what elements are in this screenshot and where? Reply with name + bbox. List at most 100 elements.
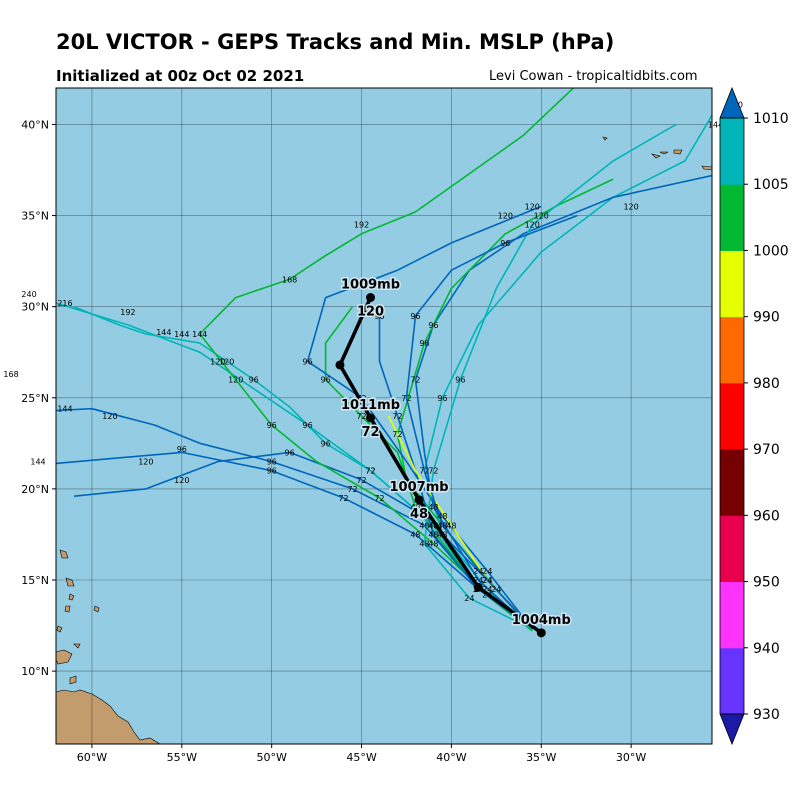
lon-tick-label: 55°W <box>167 751 197 764</box>
forecast-hour-label: 120 <box>525 221 540 230</box>
lat-tick-label: 20°N <box>21 483 49 496</box>
forecast-hour-label: 240 <box>21 290 36 299</box>
forecast-hour-label: 144 <box>57 405 72 414</box>
map-frame <box>55 87 713 745</box>
forecast-hour-label: 72 <box>374 494 384 503</box>
barbados-island <box>56 625 63 633</box>
forecast-hour-label: 72 <box>356 412 366 421</box>
ocean-background <box>56 88 712 744</box>
colorbar-tick-label: 1005 <box>753 177 789 193</box>
lat-tick-label: 35°N <box>21 210 49 223</box>
lat-tick-label: 25°N <box>21 392 49 405</box>
forecast-hour-label: 72 <box>338 494 348 503</box>
mean-pressure-label: 1011mb <box>341 398 400 413</box>
forecast-hour-label: 48 <box>437 521 447 530</box>
azores-island-3 <box>602 136 608 141</box>
azores-island-1 <box>651 153 661 159</box>
mean-track-point <box>366 413 376 423</box>
forecast-hour-label: 96 <box>428 321 438 330</box>
forecast-hour-label: 144 <box>708 120 723 129</box>
forecast-hour-label: 72 <box>392 430 402 439</box>
island-arc-4 <box>64 605 71 613</box>
chart-title: 20L VICTOR - GEPS Tracks and Min. MSLP (… <box>56 30 615 54</box>
forecast-hour-label: 192 <box>354 221 369 230</box>
forecast-hour-label: 72 <box>365 467 375 476</box>
forecast-hour-label: 72 <box>410 376 420 385</box>
forecast-hour-label: 120 <box>623 202 638 211</box>
forecast-hour-label: 48 <box>428 503 438 512</box>
forecast-hour-label: 96 <box>303 421 313 430</box>
lat-tick-label: 40°N <box>21 118 49 131</box>
forecast-hour-label: 96 <box>455 376 465 385</box>
forecast-hour-label: 24 <box>473 576 483 585</box>
colorbar-segment <box>720 316 744 384</box>
forecast-hour-label: 144 <box>30 458 45 467</box>
credit-text: Levi Cowan - tropicaltidbits.com <box>489 69 698 84</box>
forecast-hour-label: 96 <box>437 394 447 403</box>
forecast-hour-label: 48 <box>410 503 420 512</box>
forecast-hour-label: 120 <box>102 412 117 421</box>
forecast-hour-label: 48 <box>419 521 429 530</box>
lon-tick-label: 50°W <box>256 751 286 764</box>
member-track-line <box>423 123 677 630</box>
lon-tick-label: 30°W <box>616 751 646 764</box>
lon-tick-label: 60°W <box>77 751 107 764</box>
colorbar-segment <box>720 515 744 583</box>
mean-pressure-label: 1009mb <box>341 278 400 293</box>
mean-hour-label: 72 <box>361 425 379 440</box>
forecast-hour-label: 96 <box>374 312 384 321</box>
colorbar-tick-label: 990 <box>753 310 780 326</box>
member-track-line <box>423 114 712 630</box>
chart-subtitle: Initialized at 00z Oct 02 2021 <box>56 67 305 85</box>
forecast-hour-label: 48 <box>428 521 438 530</box>
forecast-hour-label: 96 <box>285 448 295 457</box>
colorbar-tick-label: 1010 <box>753 111 789 127</box>
forecast-hour-label: 48 <box>419 512 429 521</box>
forecast-hour-label: 24 <box>473 567 483 576</box>
axis-ticks: 60°W 55°W 50°W 45°W 40°W 35°W 30°W 10°N 15°N 20°N… <box>21 118 646 764</box>
forecast-hour-label: 168 <box>3 370 18 379</box>
lon-tick-label: 35°W <box>526 751 556 764</box>
forecast-hour-label: 96 <box>320 376 330 385</box>
island-arc-2 <box>59 549 69 559</box>
azores-island-2 <box>673 149 683 155</box>
lat-tick-label: 10°N <box>21 665 49 678</box>
forecast-hour-label: 216 <box>543 75 558 84</box>
forecast-hour-label: 72 <box>419 467 429 476</box>
lon-tick-label: 45°W <box>346 751 376 764</box>
forecast-hour-label: 192 <box>120 308 135 317</box>
mean-hour-label: 120 <box>357 305 384 320</box>
forecast-hour-label: 24 <box>482 567 492 576</box>
mean-track-point <box>536 628 546 638</box>
forecast-hour-label: 72 <box>356 476 366 485</box>
forecast-hour-label: 96 <box>410 312 420 321</box>
colorbar-tick-label: 970 <box>753 442 780 458</box>
mean-track-line <box>338 296 543 635</box>
member-track-line <box>73 305 533 629</box>
forecast-hour-label: 96 <box>267 421 277 430</box>
island-arc-5 <box>93 605 100 613</box>
colorbar-segment <box>720 449 744 516</box>
mean-track-point <box>366 293 376 303</box>
forecast-hour-label: 24 <box>482 576 492 585</box>
member-track-line <box>306 205 542 630</box>
forecast-hour-label: 96 <box>303 357 313 366</box>
forecast-hour-label: 72 <box>365 467 375 476</box>
forecast-hour-label: 144 <box>156 328 171 337</box>
member-track-line <box>405 214 578 630</box>
forecast-hour-label: 96 <box>267 458 277 467</box>
member-track-line <box>414 174 712 630</box>
forecast-hour-label: 24 <box>482 585 492 594</box>
forecast-hour-label: 72 <box>428 467 438 476</box>
forecast-hour-label: 120 <box>210 357 225 366</box>
lat-tick-label: 30°N <box>21 301 49 314</box>
forecast-hour-label: 72 <box>356 394 366 403</box>
mean-pressure-label: 1007mb <box>390 480 449 495</box>
forecast-hour-label: 120 <box>174 476 189 485</box>
forecast-hour-label: 96 <box>249 376 259 385</box>
forecast-hour-label: 48 <box>428 521 438 530</box>
forecast-hour-label: 120 <box>525 202 540 211</box>
island-arc-1 <box>65 577 75 587</box>
tobago-island <box>69 675 77 685</box>
colorbar-frame <box>719 117 745 715</box>
